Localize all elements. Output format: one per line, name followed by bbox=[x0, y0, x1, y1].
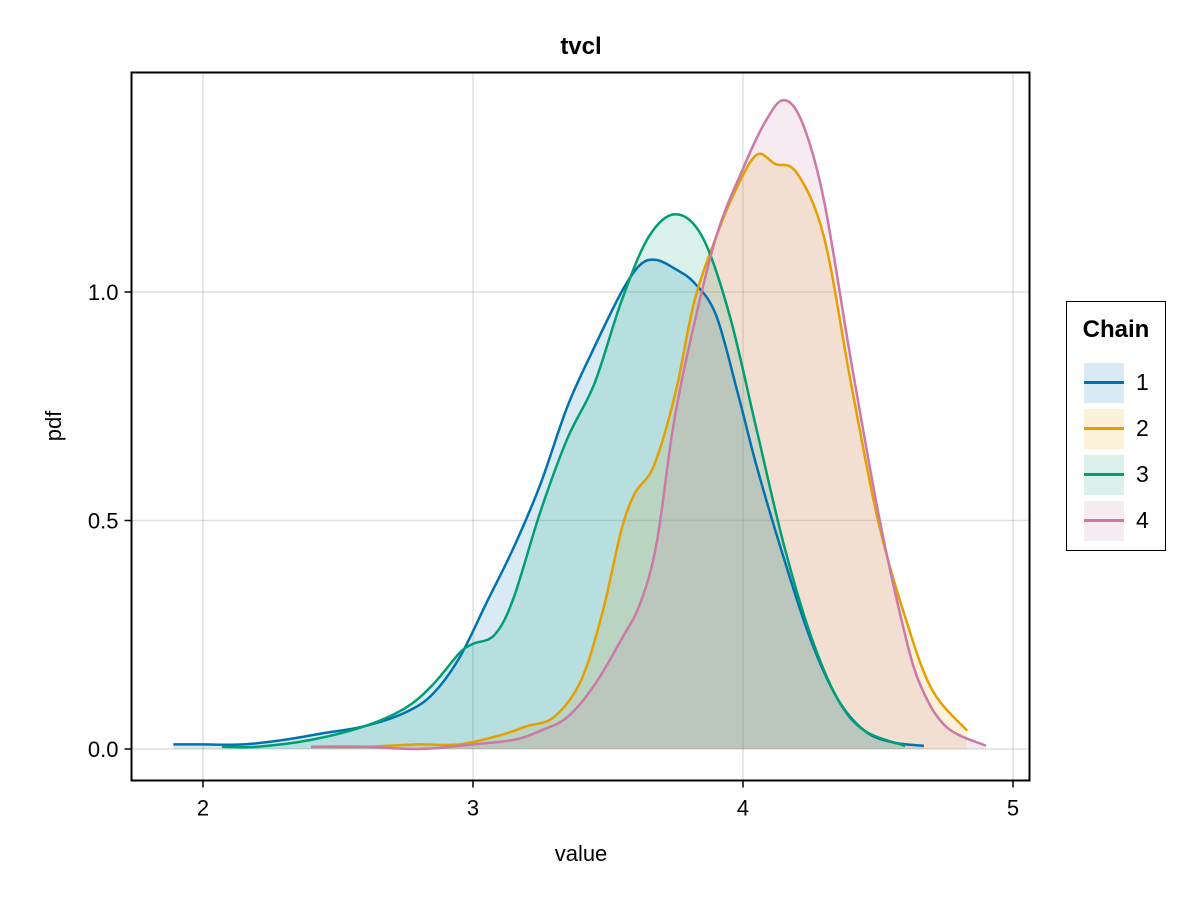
density-line-chain-4 bbox=[310, 98, 987, 751]
x-tick-label: 2 bbox=[197, 796, 209, 821]
density-fill-chain-2 bbox=[311, 153, 968, 750]
x-tick-label: 3 bbox=[467, 796, 479, 821]
x-axis-ticks: 2 3 4 5 bbox=[197, 780, 1019, 821]
y-axis-ticks: 0.0 0.5 1.0 bbox=[88, 280, 132, 762]
legend-item-1: 1 bbox=[1084, 363, 1164, 403]
legend-line-icon bbox=[1084, 473, 1124, 476]
legend-label: 2 bbox=[1136, 415, 1149, 441]
density-fill-chain-1 bbox=[173, 259, 924, 749]
series-group bbox=[173, 98, 987, 751]
legend-label: 1 bbox=[1136, 369, 1149, 395]
legend-item-4: 4 bbox=[1084, 501, 1164, 541]
density-line-chain-3 bbox=[221, 213, 906, 749]
x-tick-label: 5 bbox=[1007, 796, 1019, 821]
chart-title: tvcl bbox=[560, 33, 601, 60]
legend: Chain 1 2 3 4 bbox=[1066, 301, 1166, 551]
legend-label: 3 bbox=[1136, 461, 1149, 487]
legend-item-3: 3 bbox=[1084, 455, 1164, 495]
y-tick-label: 1.0 bbox=[88, 280, 119, 305]
density-fills bbox=[173, 100, 986, 750]
legend-title: Chain bbox=[1082, 316, 1150, 343]
density-lines bbox=[173, 98, 987, 751]
legend-line-icon bbox=[1084, 381, 1124, 384]
legend-line-icon bbox=[1084, 427, 1124, 430]
plot-frame bbox=[130, 71, 1031, 782]
y-tick-label: 0.5 bbox=[88, 509, 119, 534]
x-axis-label: value bbox=[555, 841, 608, 866]
x-tick-label: 4 bbox=[737, 796, 749, 821]
density-line-chain-2 bbox=[310, 152, 969, 749]
density-fill-chain-4 bbox=[311, 100, 986, 750]
legend-line-icon bbox=[1084, 519, 1124, 522]
legend-label: 4 bbox=[1136, 507, 1149, 533]
grid-lines bbox=[131, 72, 1030, 781]
density-fill-chain-3 bbox=[221, 214, 905, 750]
y-tick-label: 0.0 bbox=[88, 737, 119, 762]
y-axis-label: pdf bbox=[41, 410, 66, 441]
legend-item-2: 2 bbox=[1084, 409, 1164, 449]
